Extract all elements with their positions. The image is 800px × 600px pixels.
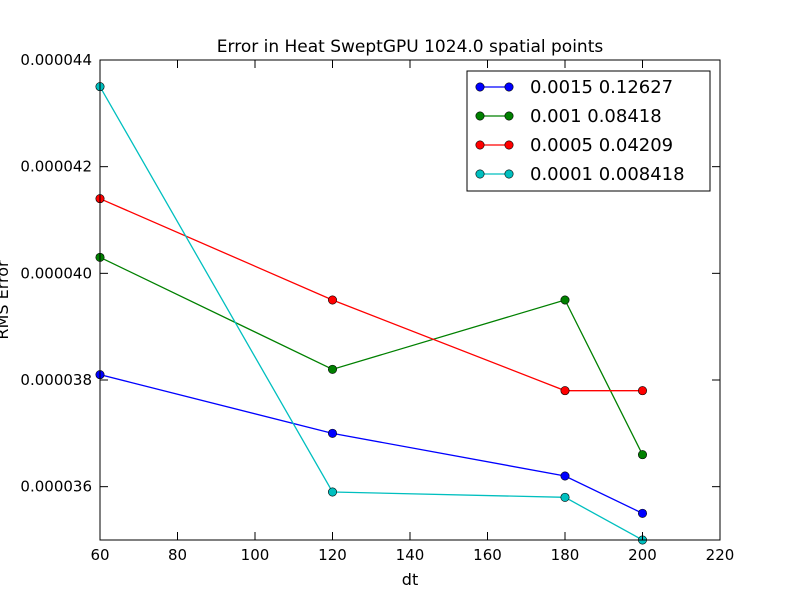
y-axis-ticks: 0.000036 0.000038 0.000040 0.000042 0.000044 — [20, 51, 720, 496]
legend-marker — [504, 82, 514, 92]
series-line-1 — [99, 374, 643, 514]
x-tick-label: 180 — [551, 546, 580, 564]
legend-label: 0.0001 0.008418 — [530, 164, 685, 185]
y-tick-label: 0.000044 — [20, 51, 92, 69]
x-tick-label: 60 — [90, 546, 109, 564]
legend-marker — [475, 82, 485, 92]
legend-marker — [475, 111, 485, 121]
legend-label: 0.0015 0.12627 — [530, 77, 673, 98]
data-point — [327, 295, 337, 305]
x-tick-label: 140 — [396, 546, 425, 564]
x-axis-ticks: 60 80 100 120 140 160 180 200 220 — [90, 60, 734, 564]
legend-label: 0.001 0.08418 — [530, 106, 662, 127]
y-tick-label: 0.000042 — [20, 158, 92, 176]
data-point — [327, 487, 337, 497]
x-tick-label: 200 — [628, 546, 657, 564]
y-tick-label: 0.000036 — [20, 478, 92, 496]
x-axis-label: dt — [402, 570, 418, 589]
data-point — [637, 508, 647, 518]
y-tick-label: 0.000040 — [20, 264, 92, 282]
legend-marker — [504, 111, 514, 121]
data-point — [327, 428, 337, 438]
legend-marker — [504, 169, 514, 179]
data-point — [560, 386, 570, 396]
data-point — [560, 471, 570, 481]
series-line-4 — [99, 86, 643, 541]
series-line-2 — [99, 256, 644, 455]
x-tick-label: 100 — [241, 546, 270, 564]
legend-marker — [475, 140, 485, 150]
x-tick-label: 120 — [318, 546, 347, 564]
series-line-3 — [99, 198, 643, 392]
data-point — [637, 386, 647, 396]
data-point — [560, 295, 570, 305]
series-layer — [95, 82, 647, 545]
y-axis-label: RMS Error — [0, 260, 12, 340]
legend: 0.0015 0.12627 0.001 0.08418 0.0005 0.0420… — [466, 70, 711, 192]
data-point — [327, 364, 337, 374]
data-point — [637, 450, 647, 460]
data-point — [560, 492, 570, 502]
x-tick-label: 220 — [706, 546, 735, 564]
x-tick-label: 160 — [473, 546, 502, 564]
y-tick-label: 0.000038 — [20, 371, 92, 389]
legend-label: 0.0005 0.04209 — [530, 135, 673, 156]
x-tick-label: 80 — [168, 546, 187, 564]
legend-marker — [504, 140, 514, 150]
legend-marker — [475, 169, 485, 179]
chart-title: Error in Heat SweptGPU 1024.0 spatial po… — [217, 37, 604, 57]
